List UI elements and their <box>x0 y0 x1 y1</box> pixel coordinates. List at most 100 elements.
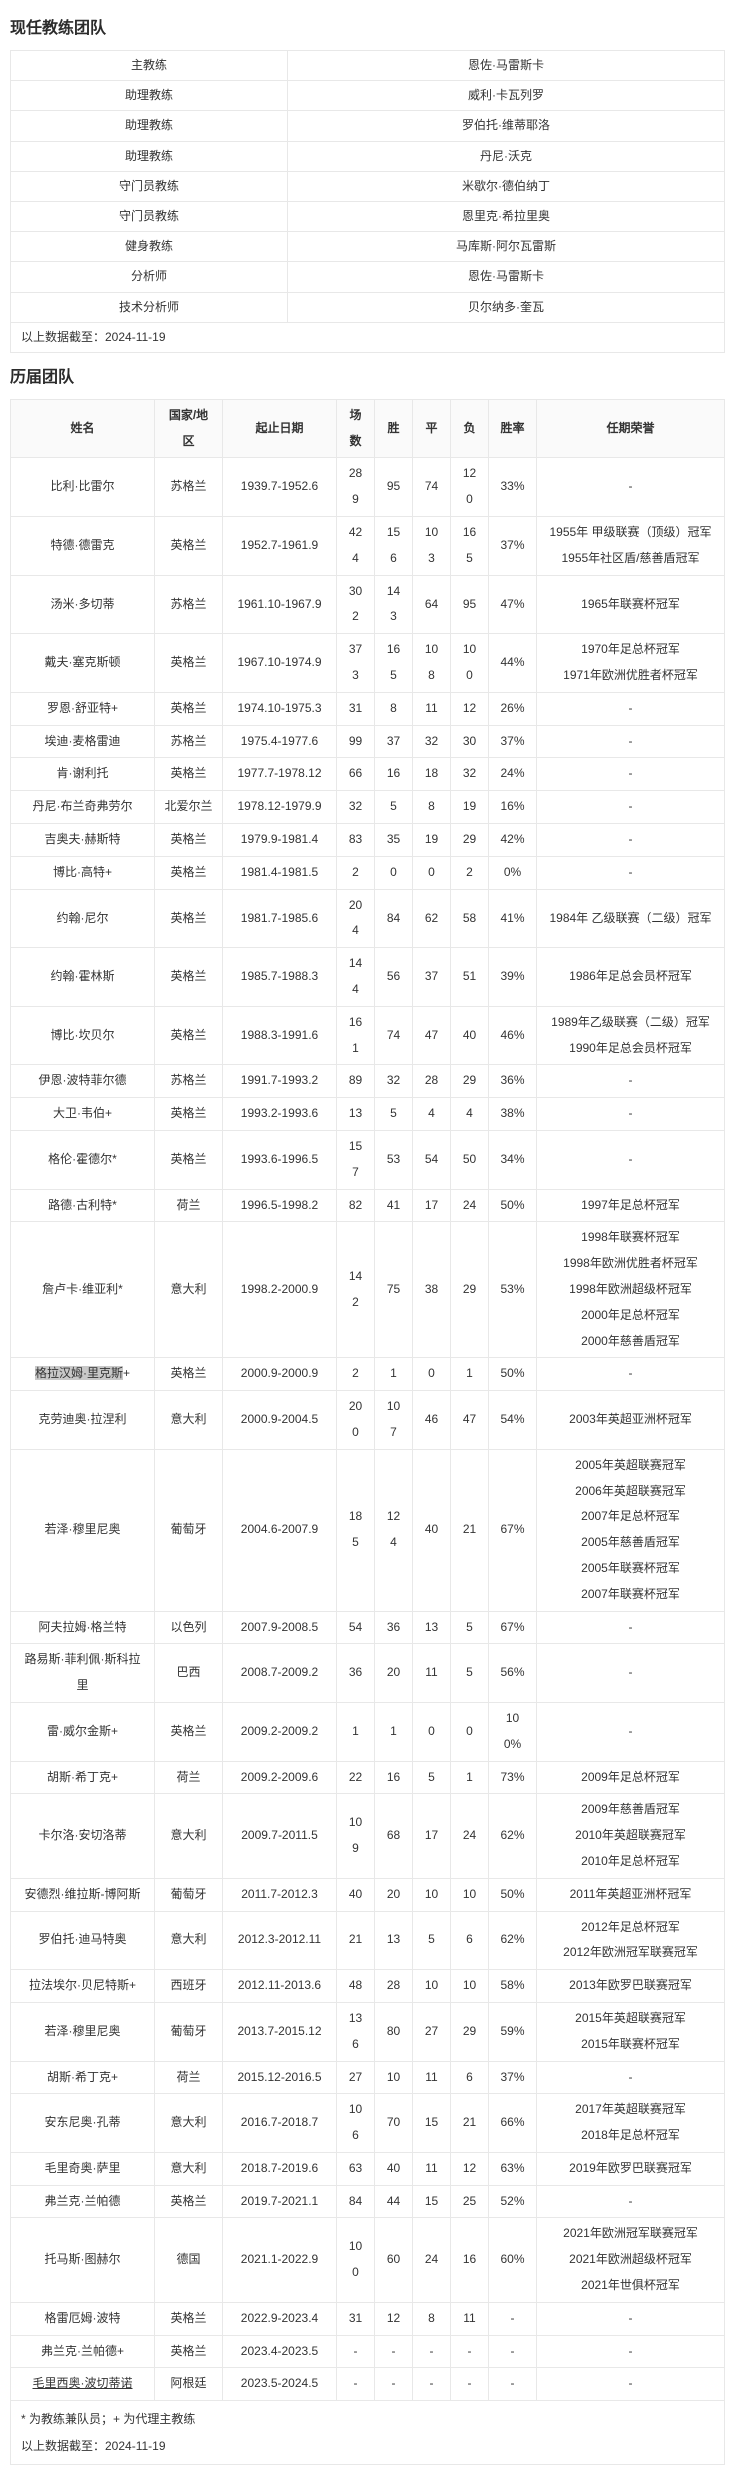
cell-name: 大卫·韦伯+ <box>10 1097 155 1131</box>
cell-honors: - <box>536 2184 725 2219</box>
cell-country: 北爱尔兰 <box>154 790 223 825</box>
cell-name: 丹尼·布兰奇弗劳尔 <box>10 790 155 825</box>
history-row: 伊恩·波特菲尔德 苏格兰 1991.7-1993.2 89 32 28 29 36% - <box>10 1064 725 1099</box>
cell-period: 1978.12-1979.9 <box>222 790 337 825</box>
current-staff-body: 主教练 恩佐·马雷斯卡 助理教练 威利·卡瓦列罗 助理教练 罗伯托·维蒂耶洛 助理教练 丹尼·… <box>10 49 725 323</box>
cell-country: 英格兰 <box>154 2301 223 2336</box>
cell-name: 罗恩·舒亚特+ <box>10 691 155 726</box>
cell-losses: 21 <box>450 1448 489 1612</box>
cell-period: 1967.10-1974.9 <box>222 633 337 693</box>
cell-wins: 56 <box>374 947 413 1007</box>
history-row: 毛里奇奥·萨里 意大利 2018.7-2019.6 63 40 11 12 63% 2019年欧… <box>10 2151 725 2186</box>
manager-name: 雷·威尔金斯 <box>46 1723 111 1738</box>
cell-name: 安德烈·维拉斯-博阿斯 <box>10 1877 155 1912</box>
cell-honors: - <box>536 2334 725 2369</box>
cell-name: 弗兰克·兰帕德 <box>10 2184 155 2219</box>
cell-matches: 1 <box>336 1701 375 1762</box>
history-body: 比利·比雷尔 苏格兰 1939.7-1952.6 289 95 74 120 33% - 特德·德… <box>10 457 725 2402</box>
history-row: 弗兰克·兰帕德 英格兰 2019.7-2021.1 84 44 15 25 52% - <box>10 2184 725 2219</box>
manager-name: 詹卢卡·维亚利 <box>42 1281 119 1296</box>
cell-name: 若泽·穆里尼奥 <box>10 1448 155 1612</box>
cell-losses: 10 <box>450 1877 489 1912</box>
cell-matches: 289 <box>336 457 375 518</box>
cell-honors: - <box>536 691 725 726</box>
cell-honors: 1989年乙级联赛（二级）冠军 1990年足总会员杯冠军 <box>536 1005 725 1066</box>
manager-name: 汤米·多切蒂 <box>50 596 115 611</box>
cell-honors: - <box>536 1643 725 1703</box>
cell-losses: 21 <box>450 2093 489 2153</box>
cell-draws: 62 <box>412 888 451 949</box>
cell-winrate: 50% <box>488 1357 537 1392</box>
cell-country: 苏格兰 <box>154 574 223 635</box>
cell-losses: 5 <box>450 1643 489 1703</box>
history-row: 吉奥夫·赫斯特 英格兰 1979.9-1981.4 83 35 19 29 42% - <box>10 823 725 857</box>
cell-draws: 46 <box>412 1390 451 1450</box>
cell-country: 英格兰 <box>154 1130 223 1190</box>
cell-winrate: 56% <box>488 1643 537 1703</box>
cell-draws: 32 <box>412 724 451 759</box>
manager-name: 博比·高特 <box>52 864 105 879</box>
cell-winrate: 67% <box>488 1448 537 1612</box>
manager-name: 格雷厄姆·波特 <box>44 2310 121 2325</box>
history-row: 胡斯·希丁克+ 荷兰 2015.12-2016.5 27 10 11 6 37% - <box>10 2060 725 2095</box>
cell-country: 葡萄牙 <box>154 2001 223 2062</box>
cell-draws: 11 <box>412 1643 451 1703</box>
cell-country: 英格兰 <box>154 888 223 949</box>
cell-name: 毛里西奥·波切蒂诺 <box>10 2367 155 2402</box>
cell-country: 意大利 <box>154 1793 223 1879</box>
manager-name: 卡尔洛·安切洛蒂 <box>38 1828 127 1843</box>
manager-link[interactable]: 毛里西奥·波切蒂诺 <box>32 2376 133 2391</box>
cell-winrate: 37% <box>488 516 537 576</box>
cell-name: 特德·德雷克 <box>10 516 155 576</box>
current-staff-table: 主教练 恩佐·马雷斯卡 助理教练 威利·卡瓦列罗 助理教练 罗伯托·维蒂耶洛 助理教练 丹尼·… <box>10 49 725 353</box>
staff-role: 健身教练 <box>10 231 288 263</box>
cell-draws: 10 <box>412 1969 451 2003</box>
staff-row: 守门员教练 米歇尔·德伯纳丁 <box>10 170 725 202</box>
cell-losses: 0 <box>450 1701 489 1762</box>
cell-period: 1993.2-1993.6 <box>222 1097 337 1131</box>
cell-honors: - <box>536 724 725 759</box>
cell-losses: 40 <box>450 1005 489 1066</box>
cell-country: 意大利 <box>154 1221 223 1359</box>
cell-winrate: 42% <box>488 823 537 857</box>
cell-name: 格伦·霍德尔* <box>10 1130 155 1190</box>
cell-losses: 29 <box>450 2001 489 2062</box>
cell-name: 胡斯·希丁克+ <box>10 2060 155 2095</box>
cell-honors: 2009年足总杯冠军 <box>536 1760 725 1795</box>
manager-name: 毛里奇奥·萨里 <box>44 2160 121 2175</box>
cell-matches: 373 <box>336 633 375 693</box>
manager-name: 约翰·尼尔 <box>56 910 109 925</box>
cell-name: 克劳迪奥·拉涅利 <box>10 1390 155 1450</box>
col-header-period: 起止日期 <box>222 398 337 459</box>
history-row: 汤米·多切蒂 苏格兰 1961.10-1967.9 302 143 64 95 47% 1965… <box>10 574 725 635</box>
cell-name: 托马斯·图赫尔 <box>10 2217 155 2303</box>
history-row: 拉法埃尔·贝尼特斯+ 西班牙 2012.11-2013.6 48 28 10 10 58% 20… <box>10 1969 725 2003</box>
cell-draws: 40 <box>412 1448 451 1612</box>
cell-period: 2009.2-2009.6 <box>222 1760 337 1795</box>
cell-name: 肯·谢利托 <box>10 757 155 792</box>
cell-period: 1993.6-1996.5 <box>222 1130 337 1190</box>
cell-winrate: 38% <box>488 1097 537 1131</box>
cell-country: 意大利 <box>154 1390 223 1450</box>
staff-row: 分析师 恩佐·马雷斯卡 <box>10 261 725 293</box>
cell-name: 约翰·霍林斯 <box>10 947 155 1007</box>
name-suffix: * <box>118 1281 123 1296</box>
name-suffix: + <box>110 1723 118 1738</box>
cell-country: 英格兰 <box>154 1005 223 1066</box>
cell-matches: 21 <box>336 1910 375 1971</box>
cell-country: 苏格兰 <box>154 1064 223 1099</box>
cell-name: 格雷厄姆·波特 <box>10 2301 155 2336</box>
cell-period: 2004.6-2007.9 <box>222 1448 337 1612</box>
cell-country: 意大利 <box>154 2093 223 2153</box>
cell-honors: 2012年足总杯冠军 2012年欧洲冠军联赛冠军 <box>536 1910 725 1971</box>
cell-name: 雷·威尔金斯+ <box>10 1701 155 1762</box>
cell-wins: 16 <box>374 757 413 792</box>
cell-losses: 100 <box>450 633 489 693</box>
cell-wins: 8 <box>374 691 413 726</box>
cell-country: 英格兰 <box>154 516 223 576</box>
cell-winrate: 33% <box>488 457 537 518</box>
cell-honors: 2003年英超亚洲杯冠军 <box>536 1390 725 1450</box>
cell-period: 1975.4-1977.6 <box>222 724 337 759</box>
cell-matches: 31 <box>336 2301 375 2336</box>
cell-losses: 29 <box>450 1221 489 1359</box>
